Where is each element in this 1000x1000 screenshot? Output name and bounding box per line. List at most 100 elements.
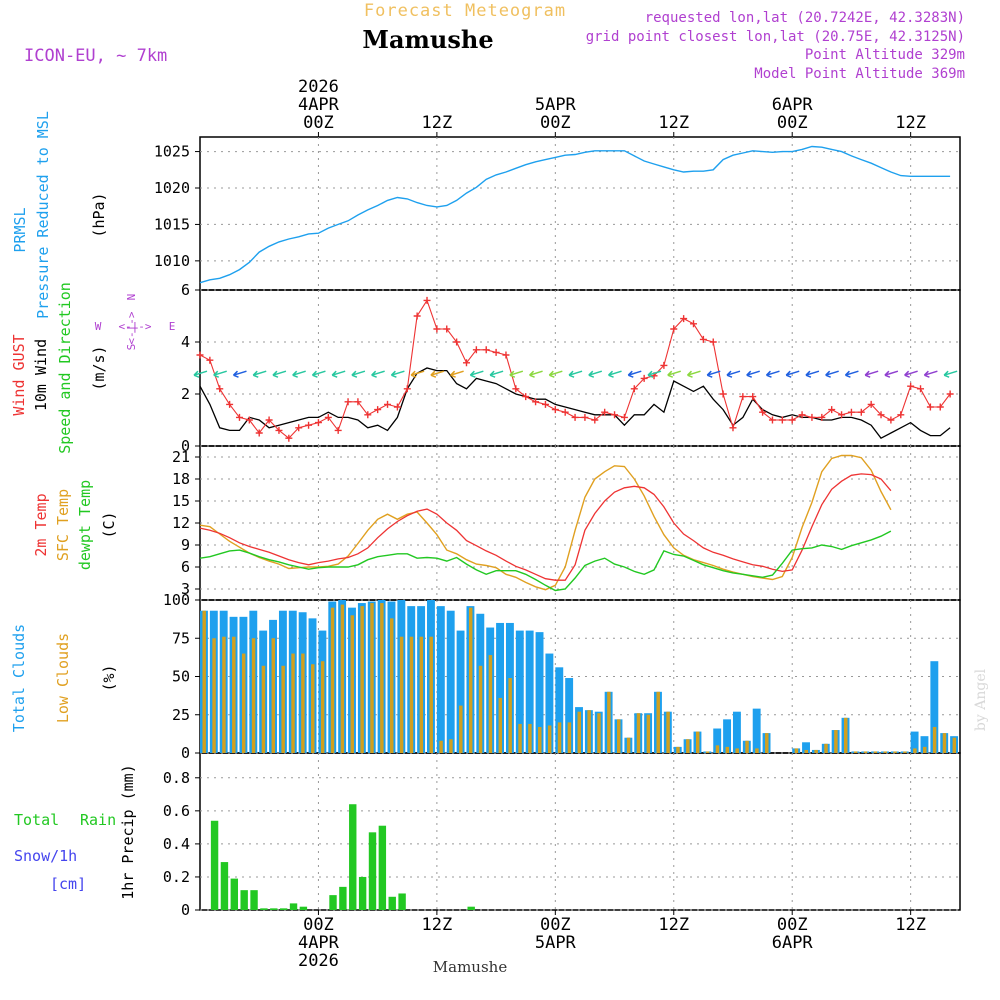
- gust-marker: [226, 400, 234, 408]
- low-clouds-label: Low Clouds: [54, 633, 72, 723]
- low-cloud-bar: [893, 751, 897, 753]
- gust-marker: [601, 408, 609, 416]
- total-cloud-bar: [446, 610, 455, 753]
- wind-direction-arrow: [746, 370, 760, 378]
- temp-dewpt-label: dewpt Temp: [76, 480, 94, 570]
- temp-sfc-label: SFC Temp: [54, 489, 72, 561]
- low-cloud-bar: [538, 726, 542, 753]
- wind-direction-arrow: [193, 370, 208, 378]
- wind-direction-arrow: [647, 370, 662, 378]
- low-cloud-bar: [646, 714, 651, 753]
- gust-marker: [798, 411, 806, 419]
- low-cloud-bar: [508, 678, 512, 753]
- rain-bar: [339, 886, 347, 910]
- gust-marker: [245, 416, 253, 424]
- total-clouds-label: Total Clouds: [10, 624, 28, 732]
- wind-direction-arrow: [232, 370, 247, 378]
- low-cloud-bar: [202, 610, 206, 753]
- low-cloud-bar: [755, 748, 759, 753]
- wind-direction-arrow: [213, 370, 227, 378]
- low-cloud-bar: [271, 638, 276, 753]
- low-cloud-bar: [873, 751, 878, 753]
- low-cloud-bar: [666, 711, 670, 753]
- pressure-unit: (hPa): [90, 192, 108, 237]
- total-cloud-bar: [456, 630, 465, 753]
- low-cloud-bar: [528, 723, 532, 753]
- wind-direction-arrow: [904, 370, 918, 378]
- temp-unit: (C): [100, 511, 118, 538]
- low-cloud-bar: [478, 665, 483, 753]
- low-cloud-bar: [311, 664, 315, 753]
- low-cloud-bar: [449, 739, 453, 753]
- total-cloud-bar: [496, 622, 504, 753]
- gust-marker: [709, 338, 717, 346]
- wind-direction-arrow: [568, 370, 583, 378]
- gust-marker: [749, 393, 757, 401]
- pressure-label-1: PRMSL: [11, 207, 29, 252]
- low-cloud-bar: [547, 725, 552, 753]
- total-label: Total: [14, 811, 59, 829]
- requested-coords: requested lon,lat (20.7242E, 42.3283N): [645, 10, 965, 26]
- location-title: Mamushe: [362, 25, 493, 54]
- gust-marker: [413, 312, 421, 320]
- gust-marker: [472, 346, 480, 354]
- wind-direction-arrow: [686, 370, 701, 378]
- gust-marker: [818, 413, 826, 421]
- total-cloud-bar: [752, 708, 761, 753]
- low-cloud-bar: [301, 653, 305, 753]
- ytick-label-precip: 0.2: [163, 868, 190, 886]
- gust-marker: [907, 382, 915, 390]
- gust-marker: [630, 385, 638, 393]
- ytick-label-clouds: 100: [163, 591, 190, 609]
- pressure-label-2: Pressure Reduced to MSL: [34, 111, 52, 319]
- ytick-label-temp: 21: [172, 448, 190, 466]
- model-altitude: Model Point Altitude 369m: [754, 66, 965, 82]
- gust-marker: [512, 385, 520, 393]
- data-series: [193, 145, 959, 910]
- bottom-date-label: 4APR: [298, 933, 340, 953]
- sfc-temp-line: [199, 454, 892, 591]
- total-cloud-bar: [802, 742, 810, 753]
- low-cloud-bar: [261, 665, 266, 753]
- gust-marker: [482, 346, 490, 354]
- total-cloud-bar: [555, 667, 564, 753]
- low-cloud-bar: [676, 746, 680, 753]
- low-cloud-bar: [291, 653, 295, 753]
- top-tick-label: 12Z: [422, 113, 453, 133]
- rain-bar: [250, 890, 258, 910]
- snow-unit-label: [cm]: [50, 875, 86, 893]
- low-cloud-bar: [863, 751, 868, 753]
- wind-direction-arrow: [588, 370, 603, 378]
- y-tick-labels: 1010101510201025024636912151821025507510…: [154, 143, 190, 919]
- low-cloud-bar: [468, 607, 473, 753]
- low-cloud-bar: [390, 618, 394, 753]
- gust-marker: [196, 351, 204, 359]
- gust-marker: [778, 416, 786, 424]
- gust-marker: [384, 400, 392, 408]
- low-cloud-bar: [844, 717, 848, 753]
- gust-marker: [285, 434, 293, 442]
- rain-bar: [299, 906, 308, 910]
- ytick-label-precip: 0.6: [163, 802, 190, 820]
- gust-marker: [739, 393, 747, 401]
- wind-direction-arrow: [785, 370, 800, 378]
- rain-bar: [289, 903, 298, 910]
- gust-marker: [453, 338, 461, 346]
- wind-direction-arrow: [331, 370, 346, 378]
- low-cloud-bar: [913, 748, 917, 753]
- gust-marker: [768, 416, 776, 424]
- ytick-label-temp: 9: [181, 536, 190, 554]
- rain-bar: [467, 906, 475, 910]
- low-cloud-bar: [399, 636, 404, 753]
- compass-rose: <-|-> N S W <-|-> E: [95, 294, 176, 351]
- gust-marker: [581, 413, 589, 421]
- gust-marker: [828, 406, 836, 414]
- ytick-label-temp: 15: [172, 492, 190, 510]
- gust-marker: [690, 320, 698, 328]
- precip-ylabel: 1hr Precip (mm): [119, 764, 137, 899]
- wind-direction-arrow: [529, 370, 543, 378]
- low-cloud-bar: [853, 751, 858, 753]
- compass-we-axis: <-|->: [118, 320, 151, 333]
- precip-panel-frame: [199, 752, 961, 911]
